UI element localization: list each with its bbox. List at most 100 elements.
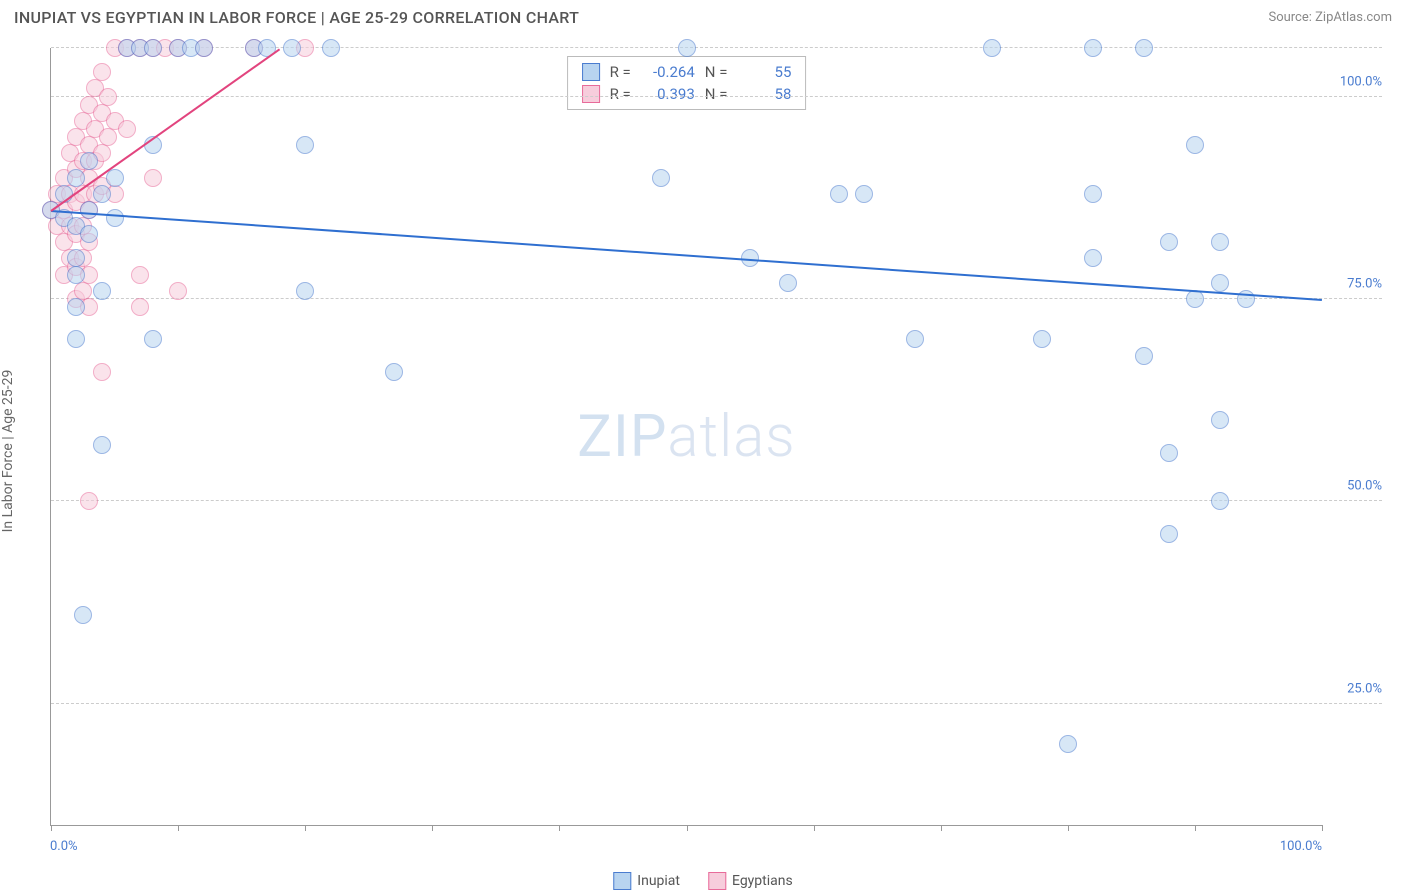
data-point	[1160, 233, 1178, 251]
data-point	[779, 274, 797, 292]
trend-line	[51, 210, 1322, 301]
x-tick	[1322, 825, 1323, 831]
x-tick	[178, 825, 179, 831]
legend-text: Inupiat	[637, 873, 680, 889]
data-point	[67, 169, 85, 187]
data-point	[131, 298, 149, 316]
data-point	[144, 39, 162, 57]
data-point	[131, 266, 149, 284]
x-tick	[432, 825, 433, 831]
r-label: R =	[610, 63, 631, 81]
legend-text: Egyptians	[732, 873, 793, 889]
header: INUPIAT VS EGYPTIAN IN LABOR FORCE | AGE…	[0, 0, 1406, 31]
data-point	[1160, 444, 1178, 462]
n-label: N =	[705, 85, 728, 103]
y-tick-label: 75.0%	[1328, 276, 1382, 291]
data-point	[1135, 347, 1153, 365]
x-tick	[941, 825, 942, 831]
chart-container: INUPIAT VS EGYPTIAN IN LABOR FORCE | AGE…	[0, 0, 1406, 892]
data-point	[169, 282, 187, 300]
watermark-light: atlas	[667, 403, 795, 471]
x-tick	[687, 825, 688, 831]
swatch-icon	[613, 872, 631, 890]
legend-stats-row-inupiat: R = -0.264 N = 55	[568, 61, 806, 83]
data-point	[93, 436, 111, 454]
data-point	[296, 136, 314, 154]
data-point	[80, 152, 98, 170]
data-point	[1211, 411, 1229, 429]
data-point	[1211, 492, 1229, 510]
x-tick	[1068, 825, 1069, 831]
legend-stats-row-egyptians: R = 0.393 N = 58	[568, 83, 806, 105]
x-max-label: 100.0%	[1280, 839, 1322, 854]
x-tick	[559, 825, 560, 831]
data-point	[1160, 525, 1178, 543]
data-point	[283, 39, 301, 57]
data-point	[1211, 274, 1229, 292]
data-point	[1033, 330, 1051, 348]
data-point	[99, 128, 117, 146]
data-point	[67, 330, 85, 348]
gridline	[51, 298, 1382, 299]
n-value: 55	[737, 63, 791, 81]
data-point	[144, 169, 162, 187]
x-tick	[814, 825, 815, 831]
data-point	[322, 39, 340, 57]
data-point	[1059, 735, 1077, 753]
y-tick-label: 25.0%	[1328, 681, 1382, 696]
data-point	[855, 185, 873, 203]
data-point	[93, 185, 111, 203]
n-label: N =	[705, 63, 728, 81]
data-point	[296, 282, 314, 300]
data-point	[118, 120, 136, 138]
data-point	[67, 266, 85, 284]
x-tick	[51, 825, 52, 831]
legend-item-egyptians: Egyptians	[708, 872, 793, 890]
data-point	[106, 209, 124, 227]
legend-item-inupiat: Inupiat	[613, 872, 680, 890]
data-point	[983, 39, 1001, 57]
gridline	[51, 500, 1382, 501]
data-point	[906, 330, 924, 348]
data-point	[67, 298, 85, 316]
y-tick-label: 50.0%	[1328, 479, 1382, 494]
data-point	[1211, 233, 1229, 251]
swatch-icon	[708, 872, 726, 890]
swatch-icon	[582, 85, 600, 103]
data-point	[830, 185, 848, 203]
gridline	[51, 96, 1382, 97]
plot-area: ZIPatlas R = -0.264 N = 55 R = 0.393 N =…	[50, 48, 1322, 826]
data-point	[195, 39, 213, 57]
legend-stats-box: R = -0.264 N = 55 R = 0.393 N = 58	[567, 56, 807, 110]
x-min-label: 0.0%	[50, 839, 78, 854]
data-point	[80, 225, 98, 243]
data-point	[93, 363, 111, 381]
y-axis-label: In Labor Force | Age 25-29	[0, 370, 16, 533]
data-point	[1135, 39, 1153, 57]
x-tick	[1195, 825, 1196, 831]
data-point	[93, 63, 111, 81]
y-tick-label: 100.0%	[1328, 74, 1382, 89]
chart-title: INUPIAT VS EGYPTIAN IN LABOR FORCE | AGE…	[14, 8, 579, 27]
source-label: Source: ZipAtlas.com	[1268, 10, 1392, 25]
watermark-bold: ZIP	[577, 403, 667, 471]
chart-area: In Labor Force | Age 25-29 ZIPatlas R = …	[14, 40, 1392, 862]
x-tick	[305, 825, 306, 831]
data-point	[80, 201, 98, 219]
data-point	[99, 88, 117, 106]
data-point	[1084, 249, 1102, 267]
data-point	[652, 169, 670, 187]
n-value: 58	[737, 85, 791, 103]
data-point	[1084, 39, 1102, 57]
data-point	[80, 492, 98, 510]
data-point	[1186, 136, 1204, 154]
data-point	[385, 363, 403, 381]
r-value: 0.393	[641, 85, 695, 103]
data-point	[1084, 185, 1102, 203]
watermark: ZIPatlas	[577, 403, 795, 471]
data-point	[93, 282, 111, 300]
gridline	[51, 703, 1382, 704]
data-point	[144, 330, 162, 348]
swatch-icon	[582, 63, 600, 81]
bottom-legend: Inupiat Egyptians	[613, 872, 792, 890]
